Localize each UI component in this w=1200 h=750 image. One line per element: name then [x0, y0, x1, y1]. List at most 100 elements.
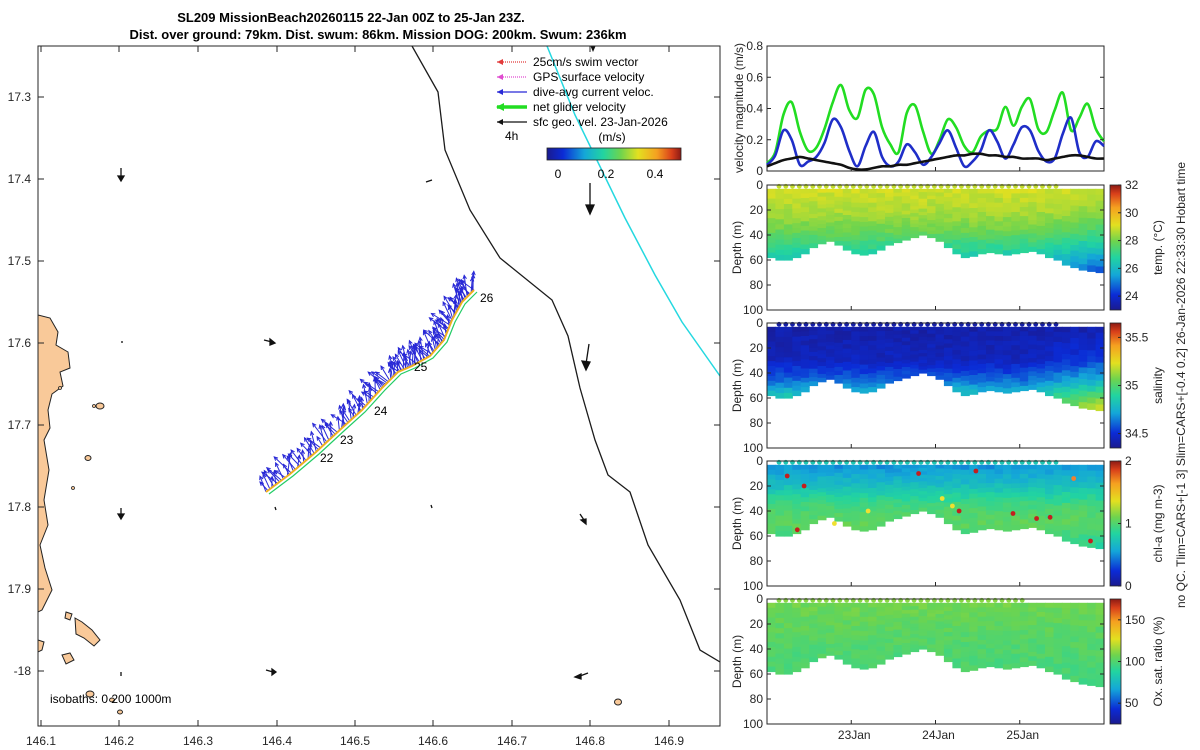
section-cell [918, 188, 928, 193]
section-cell [775, 607, 785, 614]
section-cell [1036, 198, 1046, 204]
section-cell [1002, 231, 1012, 237]
section-cell [935, 230, 945, 235]
section-cell [809, 636, 819, 642]
section-cell [1095, 392, 1105, 400]
section-cell [1036, 492, 1046, 498]
section-cell [1061, 497, 1071, 504]
section-cell [783, 530, 793, 537]
section-cell [893, 361, 903, 366]
section-cell [1070, 664, 1080, 671]
section-cell [859, 207, 869, 213]
section-cell [1070, 532, 1080, 539]
section-cell [994, 607, 1004, 613]
current-arrow [282, 454, 296, 470]
section-cell [767, 247, 776, 254]
section-cell [868, 635, 878, 641]
section-cell [775, 474, 785, 481]
section-cell [1019, 661, 1029, 668]
section-cell [1078, 678, 1088, 685]
section-cell [1045, 666, 1054, 673]
section-cell [800, 377, 810, 383]
section-cell [1045, 247, 1054, 254]
section-cell [1053, 495, 1063, 501]
current-arrowhead [443, 295, 448, 301]
depth-tick-label: 100 [743, 441, 763, 455]
current-arrowhead [338, 404, 343, 410]
section-cell [893, 345, 903, 351]
section-cell [1078, 464, 1088, 472]
section-cell [817, 638, 827, 643]
section-cell [842, 615, 852, 621]
section-cell [868, 239, 878, 245]
section-cell [826, 513, 835, 518]
section-cell [960, 627, 970, 633]
section-cell [910, 637, 920, 642]
chl-highlight-dot [801, 483, 807, 489]
section-cell [775, 357, 785, 363]
section-cell [783, 342, 793, 348]
section-cell [927, 351, 937, 356]
section-cell [977, 193, 987, 199]
section-cell [1002, 612, 1012, 618]
section-cell [767, 656, 776, 663]
section-cell [1028, 504, 1038, 510]
section-cell [994, 616, 1004, 622]
section-cell [1019, 197, 1029, 204]
section-cell [1028, 487, 1038, 493]
section-cell [918, 349, 928, 354]
section-cell [1087, 667, 1097, 675]
section-cell [885, 517, 894, 522]
section-cell [1053, 500, 1063, 507]
section-cell [775, 214, 785, 220]
depth-tick-label: 60 [750, 529, 764, 543]
section-cell [943, 188, 953, 194]
section-cell [817, 196, 827, 202]
section-cell [1070, 670, 1080, 677]
current-arrowhead [367, 371, 373, 376]
section-cell [826, 200, 835, 205]
section-cell [859, 516, 869, 523]
section-cell [1087, 344, 1097, 351]
section-cell [1011, 488, 1021, 494]
section-cell [1028, 634, 1038, 640]
section-cell [834, 480, 844, 486]
section-cell [935, 629, 945, 634]
section-cell [792, 464, 802, 471]
section-cell [783, 490, 793, 496]
section-cell [1061, 513, 1071, 520]
current-arrowhead [357, 394, 362, 400]
section-cell [809, 627, 819, 633]
section-cell [927, 648, 937, 653]
section-cell [792, 198, 802, 205]
section-cell [994, 221, 1004, 227]
section-cell [1019, 611, 1029, 618]
section-cell [935, 464, 945, 470]
current-arrow [419, 345, 433, 355]
current-arrowhead [454, 286, 460, 292]
section-cell [1045, 508, 1054, 515]
section-cell [1002, 240, 1012, 247]
section-cell [826, 345, 835, 350]
section-cell [927, 602, 937, 607]
colorbar-tick-label: 1 [1125, 517, 1132, 531]
section-cell [842, 637, 852, 643]
section-cell [952, 244, 962, 250]
section-cell [876, 602, 886, 608]
section-cell [800, 188, 810, 194]
section-cell [859, 383, 869, 389]
section-cell [893, 207, 903, 213]
section-cell [1019, 225, 1029, 231]
section-cell [885, 362, 894, 368]
section-cell [1070, 250, 1080, 257]
section-cell [901, 505, 911, 510]
section-cell [800, 249, 810, 255]
section-cell [1061, 613, 1071, 620]
current-arrow [432, 328, 446, 337]
section-cell [876, 512, 886, 518]
section-cell [952, 492, 962, 498]
current-arrow [312, 423, 328, 443]
current-arrowhead [296, 454, 302, 460]
section-cell [859, 245, 869, 251]
current-arrowhead [359, 378, 365, 384]
